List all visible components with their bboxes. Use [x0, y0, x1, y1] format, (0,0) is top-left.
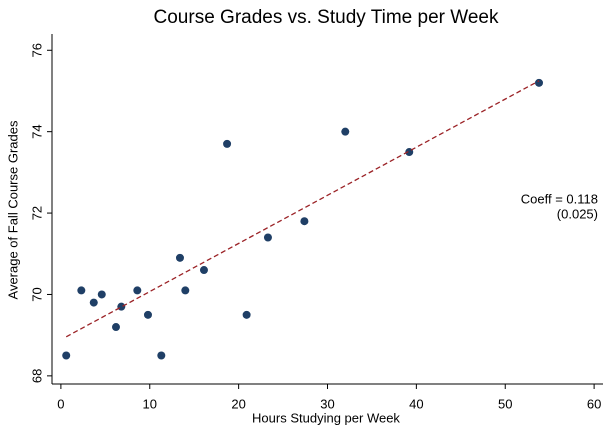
annotation: (0.025) [557, 206, 598, 221]
point [89, 298, 98, 307]
y-tick-label: 74 [29, 124, 44, 138]
point [263, 233, 272, 242]
fit-line [65, 80, 540, 338]
point [341, 127, 350, 136]
point [157, 351, 166, 360]
point [77, 286, 86, 295]
point [117, 302, 126, 311]
point [181, 286, 190, 295]
point [300, 217, 309, 226]
point [111, 323, 120, 332]
x-axis-label: Hours Studying per Week [252, 410, 400, 425]
point [175, 253, 184, 262]
point [242, 310, 251, 319]
x-tick-label: 20 [231, 396, 245, 411]
y-axis-label: Average of Fall Course Grades [5, 120, 20, 299]
y-tick-label: 76 [29, 43, 44, 57]
point [143, 310, 152, 319]
y-tick-label: 70 [29, 287, 44, 301]
point [133, 286, 142, 295]
x-tick-label: 0 [57, 396, 64, 411]
point [62, 351, 71, 360]
point [199, 266, 208, 275]
chart-title: Course Grades vs. Study Time per Week [154, 7, 499, 28]
y-tick-label: 68 [29, 369, 44, 383]
point [535, 78, 544, 87]
x-tick-label: 60 [587, 396, 601, 411]
y-tick-label: 72 [29, 206, 44, 220]
annotation: Coeff = 0.118 [521, 191, 598, 206]
x-tick-label: 50 [498, 396, 512, 411]
x-tick-label: 30 [320, 396, 334, 411]
x-tick-label: 40 [409, 396, 423, 411]
point [223, 139, 232, 148]
point [97, 290, 106, 299]
x-tick-label: 10 [143, 396, 157, 411]
